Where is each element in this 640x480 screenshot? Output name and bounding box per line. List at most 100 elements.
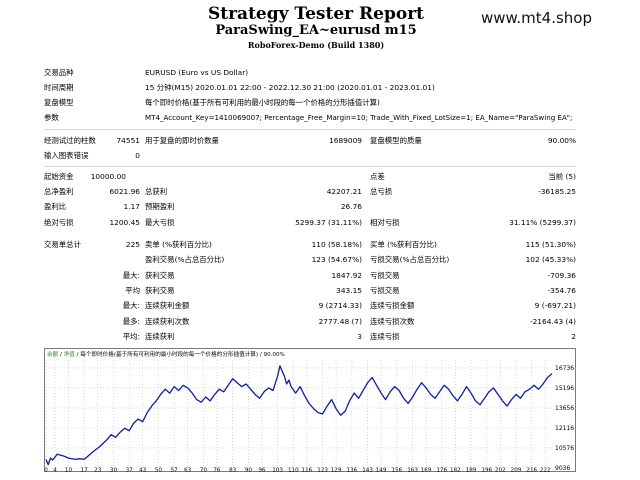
gross-loss-label: 总亏损 xyxy=(370,187,393,196)
chart-caption: 余额 / 净值 / 每个即时价格(基于所有可利用的最小时段的每一个价格的分形插值… xyxy=(47,350,285,358)
caption-equity: 净值 xyxy=(64,350,76,358)
largest-loss-value: -709.36 xyxy=(547,271,576,280)
report-subtitle: ParaSwing_EA~eurusd m15 xyxy=(215,23,417,38)
x-tick-label: 202 xyxy=(495,468,506,473)
long-positions-label: 买单 (%获利百分比) xyxy=(370,240,437,249)
net-profit-label: 总净盈利 xyxy=(44,187,74,196)
average-profit-label: 获利交易 xyxy=(145,286,175,295)
params-label: 参数 xyxy=(44,113,59,122)
total-trades-label: 交易单总计 xyxy=(44,240,81,249)
x-tick-label: 129 xyxy=(331,468,342,473)
x-tick-label: 176 xyxy=(436,468,447,473)
x-tick-label: 156 xyxy=(391,468,402,473)
x-tick-label: 37 xyxy=(126,468,134,473)
avg-cons-wins-label: 连续获利 xyxy=(145,332,175,341)
y-tick-label: 12116 xyxy=(555,425,574,432)
avg-cons-losses-label: 连续亏损 xyxy=(370,332,400,341)
rel-drawdown-value: 31.11% (5299.37) xyxy=(509,218,576,227)
abs-drawdown-label: 绝对亏损 xyxy=(44,218,74,227)
average-loss-label: 亏损交易 xyxy=(370,286,400,295)
chart-frame xyxy=(44,348,576,472)
report-title: Strategy Tester Report xyxy=(207,4,425,24)
params-value: MT4_Account_Key=1410069007; Percentage_F… xyxy=(145,113,573,122)
avg-cons-losses-value: 2 xyxy=(571,332,576,341)
x-tick-label: 196 xyxy=(481,468,492,473)
errors-label: 输入图表错误 xyxy=(44,151,89,160)
x-tick-label: 110 xyxy=(288,468,299,473)
x-tick-label: 209 xyxy=(511,468,522,473)
average-label: 平均 xyxy=(125,286,140,295)
x-tick-label: 182 xyxy=(450,468,461,473)
profit-factor-label: 盈利比 xyxy=(44,202,67,211)
separator xyxy=(44,129,576,130)
x-tick-label: 96 xyxy=(258,468,266,473)
x-tick-label: 57 xyxy=(171,468,179,473)
x-tick-label: 149 xyxy=(376,468,387,473)
x-tick-label: 10 xyxy=(65,468,73,473)
x-tick-label: 116 xyxy=(302,468,313,473)
largest-label: 最大: xyxy=(122,271,140,280)
loss-trades-label: 亏损交易(%占总百分比) xyxy=(370,255,450,264)
quality-value: 90.00% xyxy=(547,136,576,145)
y-tick-label: 13656 xyxy=(555,405,574,412)
x-tick-label: 90 xyxy=(245,468,253,473)
x-tick-label: 83 xyxy=(229,468,237,473)
net-profit-value: 6021.96 xyxy=(109,187,140,196)
x-tick-label: 123 xyxy=(317,468,328,473)
rel-drawdown-label: 相对亏损 xyxy=(370,218,400,227)
long-positions-value: 115 (51.30%) xyxy=(525,240,576,249)
x-tick-label: 143 xyxy=(362,468,373,473)
x-tick-label: 76 xyxy=(213,468,221,473)
y-tick-label: 9036 xyxy=(555,465,570,472)
x-tick-label: 50 xyxy=(155,468,163,473)
x-tick-label: 136 xyxy=(347,468,358,473)
x-tick-label: 216 xyxy=(526,468,537,473)
x-tick-label: 70 xyxy=(200,468,208,473)
short-positions-value: 110 (58.18%) xyxy=(311,240,362,249)
largest-loss-label: 亏损交易 xyxy=(370,271,400,280)
loss-trades-value: 102 (45.33%) xyxy=(525,255,576,264)
bars-label: 经测试过的柱数 xyxy=(44,136,96,145)
x-tick-label: 189 xyxy=(466,468,477,473)
average-loss-value: -354.76 xyxy=(547,286,576,295)
profit-factor-value: 1.17 xyxy=(123,202,140,211)
max-cons-losses-label: 连续亏损金额 xyxy=(370,301,415,310)
x-tick-label: 63 xyxy=(184,468,192,473)
gross-loss-value: -36185.25 xyxy=(538,187,576,196)
average-profit-value: 343.15 xyxy=(336,286,362,295)
period-value: 15 分钟(M15) 2020.01.01 22:00 - 2022.12.30… xyxy=(145,83,435,92)
x-tick-label: 163 xyxy=(407,468,418,473)
spread-value: 当前 (5) xyxy=(548,172,576,181)
most-cons-loss-value: -2164.43 (4) xyxy=(529,317,576,326)
symbol-label: 交易品种 xyxy=(44,68,74,77)
gross-profit-label: 总获利 xyxy=(145,187,168,196)
spread-label: 点差 xyxy=(370,172,385,181)
caption-rest: / 每个即时价格(基于所有可利用的最小时段的每一个价格的分形插值计算) / 90… xyxy=(75,350,285,358)
max-cons-wins-label: 连续获利金额 xyxy=(145,301,190,310)
x-tick-label: 30 xyxy=(110,468,118,473)
x-tick-label: 222 xyxy=(540,468,551,473)
y-tick-label: 15196 xyxy=(555,385,574,392)
ticks-value: 1689009 xyxy=(329,136,362,145)
y-tick-label: 10576 xyxy=(555,445,574,452)
most-cons-loss-label: 连续亏损次数 xyxy=(370,317,415,326)
expected-payoff-label: 预期盈利 xyxy=(145,202,175,211)
report-server: RoboForex-Demo (Build 1380) xyxy=(247,40,385,50)
max-cons-losses-value: 9 (-697.21) xyxy=(534,301,576,310)
expected-payoff-value: 26.76 xyxy=(340,202,362,211)
total-trades-value: 225 xyxy=(125,240,140,249)
avg-cons-wins-value: 3 xyxy=(357,332,362,341)
x-tick-label: 17 xyxy=(81,468,89,473)
deposit-label: 起始资金 xyxy=(44,172,74,181)
profit-trades-value: 123 (54.67%) xyxy=(311,255,362,264)
model-value: 每个即时价格(基于所有可利用的最小时段的每一个价格的分形插值计算) xyxy=(145,98,380,107)
x-tick-label: 23 xyxy=(94,468,102,473)
most-label: 最多: xyxy=(122,317,140,326)
max-cons-wins-value: 9 (2714.33) xyxy=(318,301,362,310)
caption-balance: 余额 xyxy=(47,350,59,358)
watermark-text: www.mt4.shop xyxy=(480,9,592,27)
max-label: 最大: xyxy=(122,301,140,310)
most-cons-profit-value: 2777.48 (7) xyxy=(318,317,362,326)
model-label: 复盘模型 xyxy=(44,98,74,107)
quality-label: 复盘模型的质量 xyxy=(370,136,422,145)
